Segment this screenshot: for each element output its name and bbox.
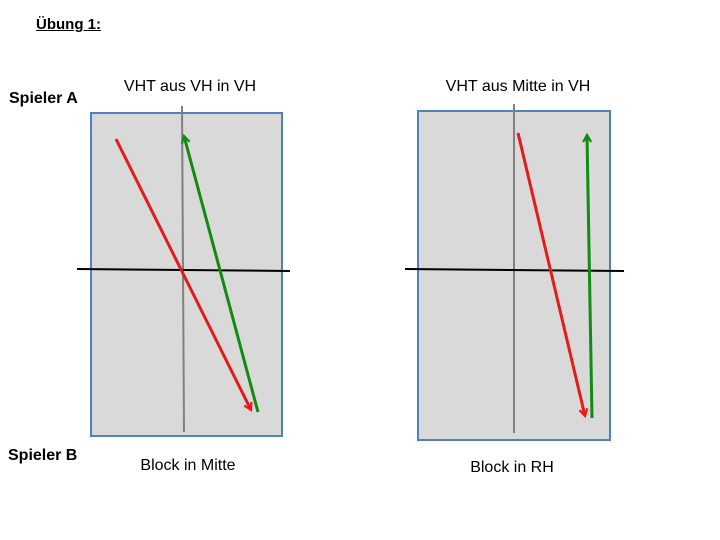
exercise-title: Übung 1:: [36, 16, 101, 33]
player-a-label: Spieler A: [9, 90, 78, 107]
table-left-surface: [90, 112, 283, 437]
table-right-net: [404, 268, 625, 272]
diagram-2-bottom-caption: Block in RH: [470, 459, 554, 476]
stroke-arrow-green: [587, 135, 594, 419]
table-left: [76, 105, 291, 437]
stroke-arrow-green: [184, 136, 260, 413]
player-b-label: Spieler B: [8, 447, 78, 464]
stroke-arrow-red: [114, 138, 251, 410]
table-right: [404, 104, 625, 441]
stroke-arrow-red: [516, 132, 585, 416]
diagram-1-top-caption: VHT aus VH in VH: [123, 78, 257, 95]
table-left-net: [76, 268, 291, 272]
diagram-2-top-caption: VHT aus Mitte in VH: [445, 78, 591, 95]
diagram-1-bottom-caption: Block in Mitte: [140, 457, 236, 474]
